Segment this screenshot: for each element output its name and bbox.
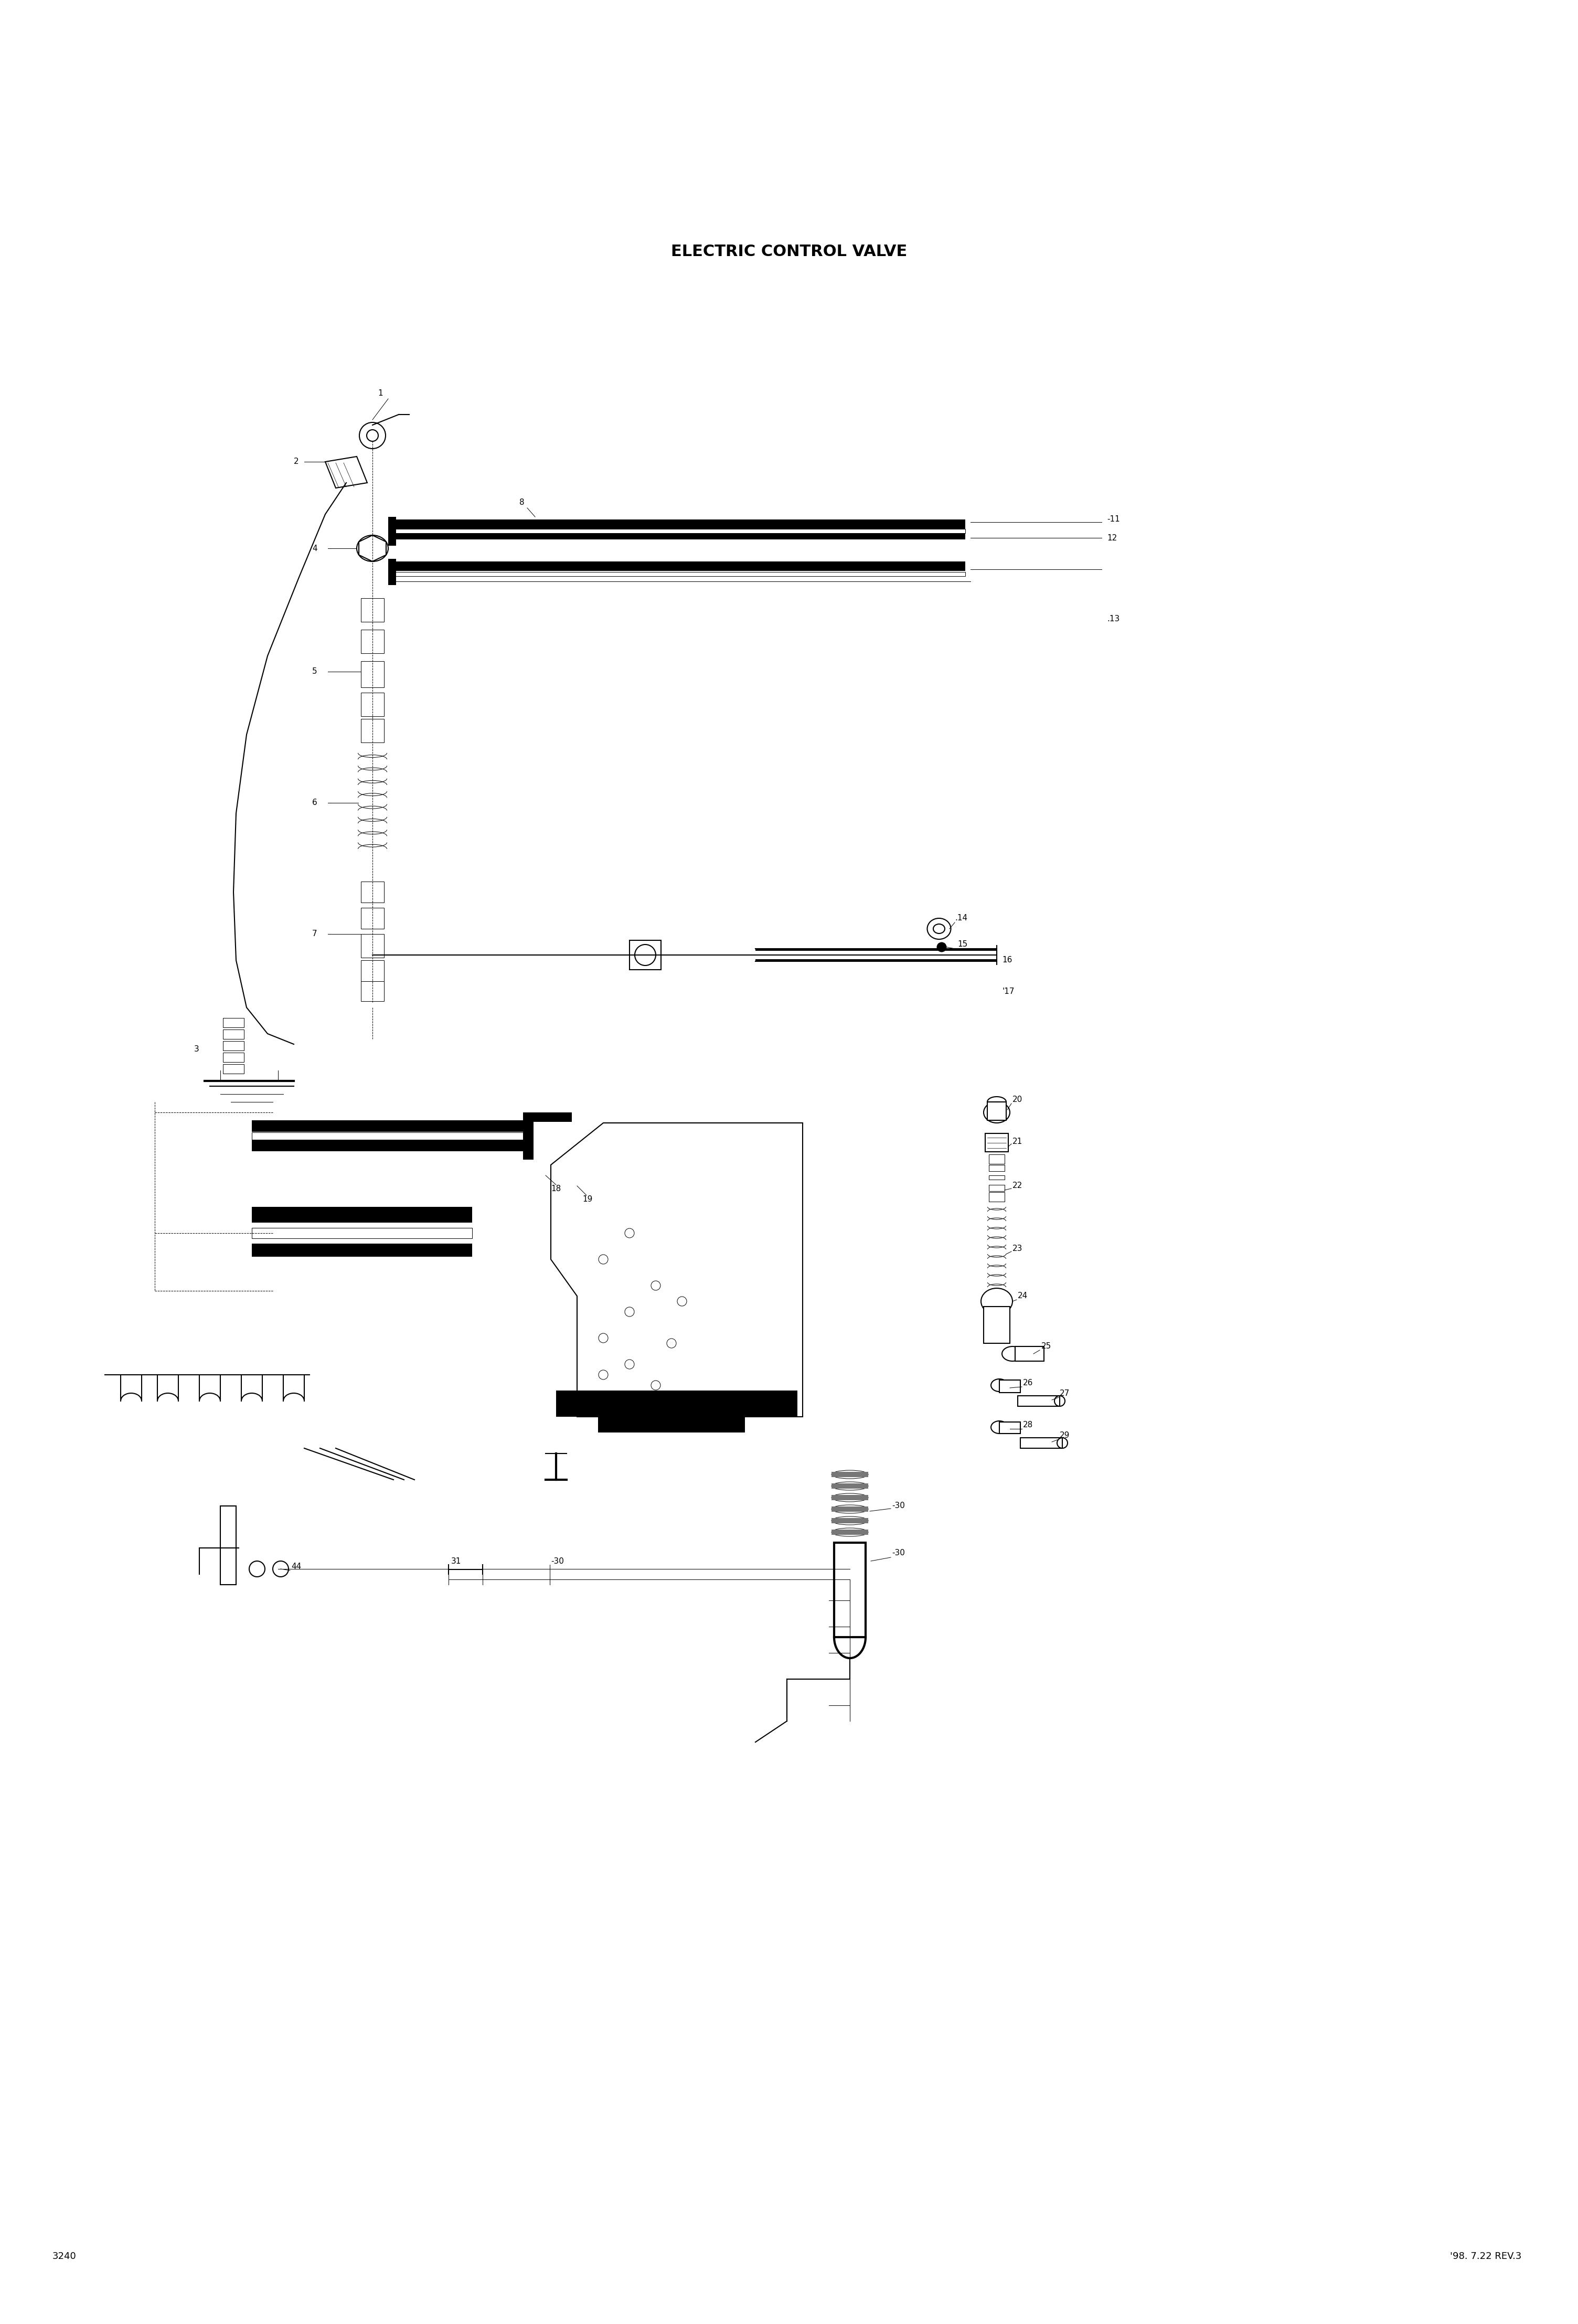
Text: -30: -30 bbox=[892, 1501, 904, 1511]
Text: ELECTRIC CONTROL VALVE: ELECTRIC CONTROL VALVE bbox=[671, 244, 907, 260]
Bar bbox=[835, 1543, 866, 1636]
Text: 26: 26 bbox=[1023, 1378, 1034, 1387]
Bar bbox=[361, 630, 383, 653]
Bar bbox=[222, 1018, 245, 1027]
Bar bbox=[832, 1494, 868, 1501]
Bar bbox=[361, 718, 383, 741]
Bar bbox=[555, 1390, 797, 1418]
Bar bbox=[989, 1155, 1005, 1164]
Bar bbox=[252, 1120, 524, 1132]
Bar bbox=[388, 558, 396, 586]
Bar bbox=[361, 660, 383, 688]
Bar bbox=[598, 1418, 745, 1432]
Bar bbox=[252, 1227, 472, 1239]
Bar bbox=[988, 1102, 1007, 1120]
Polygon shape bbox=[325, 456, 368, 488]
Bar bbox=[361, 909, 383, 930]
Text: -30: -30 bbox=[892, 1550, 904, 1557]
Bar bbox=[985, 1134, 1008, 1153]
Bar bbox=[361, 881, 383, 902]
Text: 8: 8 bbox=[519, 500, 524, 507]
Text: 19: 19 bbox=[582, 1195, 592, 1204]
Polygon shape bbox=[551, 1122, 803, 1418]
Bar bbox=[999, 1422, 1021, 1434]
Text: 28: 28 bbox=[1023, 1420, 1034, 1429]
Text: 5: 5 bbox=[312, 667, 317, 676]
Ellipse shape bbox=[937, 944, 947, 953]
Text: 2: 2 bbox=[294, 458, 298, 465]
Bar bbox=[222, 1041, 245, 1050]
Text: 29: 29 bbox=[1060, 1432, 1070, 1439]
Text: 18: 18 bbox=[551, 1185, 560, 1192]
Bar bbox=[989, 1192, 1005, 1202]
Bar bbox=[222, 1064, 245, 1074]
Bar bbox=[391, 521, 966, 530]
Bar bbox=[832, 1506, 868, 1511]
Bar bbox=[832, 1471, 868, 1478]
Text: 3: 3 bbox=[194, 1046, 199, 1053]
Bar bbox=[361, 934, 383, 957]
Text: -30: -30 bbox=[551, 1557, 563, 1564]
Bar bbox=[391, 572, 966, 576]
Text: 22: 22 bbox=[1013, 1183, 1023, 1190]
Bar bbox=[391, 532, 966, 539]
Text: '98. 7.22 REV.3: '98. 7.22 REV.3 bbox=[1450, 2252, 1521, 2261]
Text: 7: 7 bbox=[312, 930, 317, 939]
Bar bbox=[1015, 1346, 1045, 1362]
Bar bbox=[222, 1053, 245, 1062]
Text: 27: 27 bbox=[1060, 1390, 1070, 1397]
Bar bbox=[832, 1483, 868, 1490]
Bar bbox=[361, 960, 383, 981]
Bar bbox=[989, 1185, 1005, 1192]
Bar bbox=[361, 981, 383, 1002]
Text: 44: 44 bbox=[292, 1562, 301, 1571]
Bar bbox=[522, 1113, 533, 1160]
Bar bbox=[756, 948, 997, 962]
Text: -11: -11 bbox=[1106, 516, 1120, 523]
Bar bbox=[252, 1132, 524, 1139]
Text: 21: 21 bbox=[1013, 1136, 1023, 1146]
Bar bbox=[391, 562, 966, 572]
Text: 3240: 3240 bbox=[52, 2252, 76, 2261]
Bar bbox=[222, 1030, 245, 1039]
Text: 31: 31 bbox=[451, 1557, 461, 1564]
Text: .14: .14 bbox=[955, 913, 967, 923]
Text: 20: 20 bbox=[1013, 1095, 1023, 1104]
Bar bbox=[630, 941, 661, 969]
Bar bbox=[832, 1518, 868, 1522]
Polygon shape bbox=[358, 535, 387, 562]
Bar bbox=[252, 1206, 472, 1222]
Text: 12: 12 bbox=[1106, 535, 1117, 541]
Text: '17: '17 bbox=[1002, 988, 1015, 995]
Text: 24: 24 bbox=[1018, 1292, 1027, 1299]
Bar bbox=[391, 530, 966, 532]
Bar bbox=[1021, 1439, 1062, 1448]
Text: .13: .13 bbox=[1106, 616, 1120, 623]
Text: 16: 16 bbox=[1002, 955, 1011, 964]
Text: 23: 23 bbox=[1013, 1246, 1023, 1253]
Bar bbox=[221, 1506, 237, 1585]
Bar bbox=[989, 1164, 1005, 1171]
Text: 25: 25 bbox=[1041, 1341, 1051, 1350]
Bar bbox=[524, 1113, 571, 1122]
Bar bbox=[832, 1529, 868, 1534]
Bar bbox=[999, 1380, 1021, 1392]
Text: 6: 6 bbox=[312, 799, 317, 806]
Bar bbox=[756, 951, 997, 960]
Bar bbox=[361, 597, 383, 623]
Text: 1: 1 bbox=[377, 390, 383, 397]
Text: 15: 15 bbox=[958, 941, 967, 948]
Bar bbox=[989, 1176, 1005, 1181]
Bar bbox=[361, 693, 383, 716]
Text: 4: 4 bbox=[312, 544, 317, 553]
Bar bbox=[252, 1243, 472, 1257]
Bar bbox=[388, 516, 396, 546]
Bar bbox=[983, 1306, 1010, 1343]
Bar bbox=[1018, 1397, 1060, 1406]
Bar bbox=[252, 1139, 524, 1150]
